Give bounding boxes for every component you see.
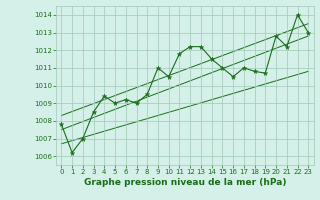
X-axis label: Graphe pression niveau de la mer (hPa): Graphe pression niveau de la mer (hPa) bbox=[84, 178, 286, 187]
